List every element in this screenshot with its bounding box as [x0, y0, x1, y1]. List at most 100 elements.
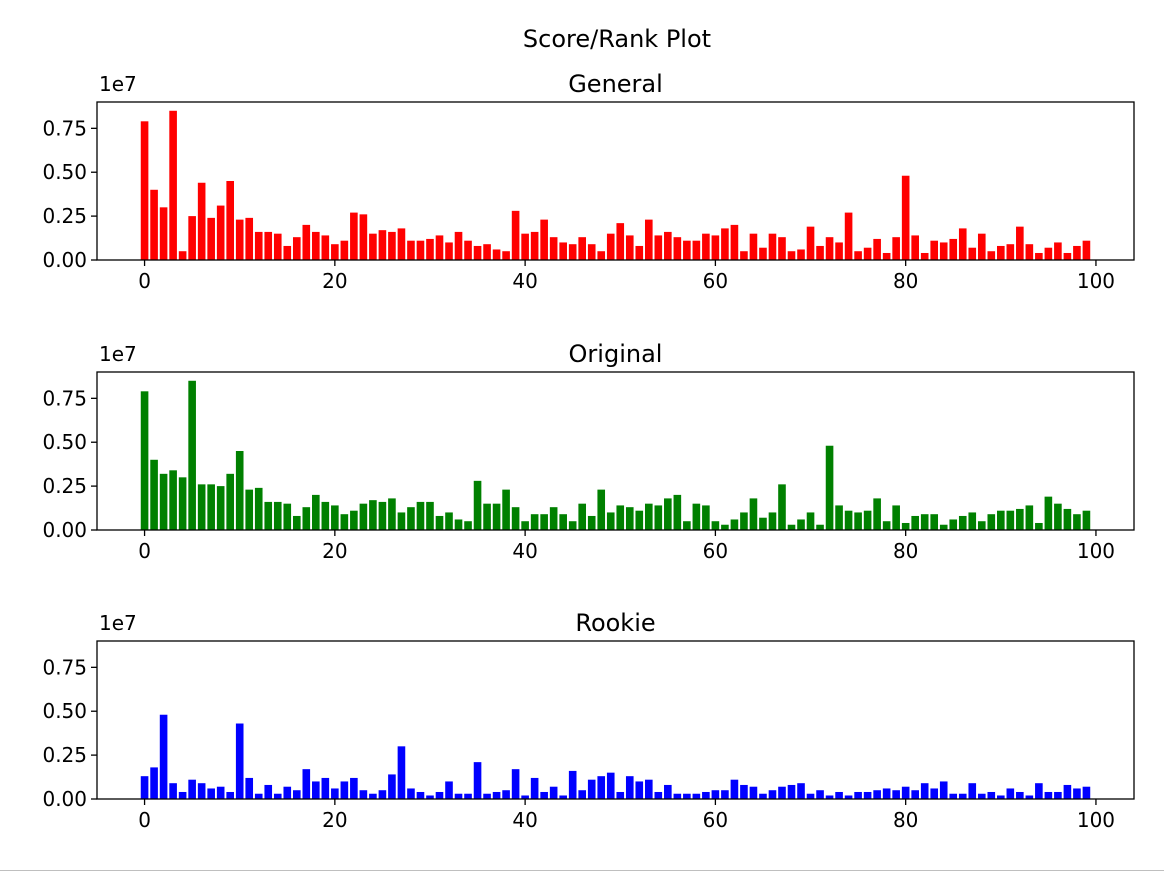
bar	[226, 181, 234, 260]
bar	[302, 769, 311, 799]
bar	[245, 217, 254, 260]
bar	[321, 501, 330, 530]
bar	[511, 210, 520, 260]
figure-suptitle: Score/Rank Plot	[523, 25, 711, 53]
bar	[159, 207, 168, 260]
bar	[483, 244, 491, 260]
bar	[778, 786, 786, 799]
bar	[930, 240, 939, 260]
bar	[578, 503, 587, 530]
bar	[825, 795, 834, 799]
bar	[350, 777, 358, 799]
bar	[692, 503, 701, 530]
bar	[312, 231, 320, 260]
bar	[1006, 788, 1015, 799]
bar	[521, 233, 529, 260]
y-tick-label: 0.25	[42, 474, 87, 498]
bar	[873, 498, 881, 530]
bar	[806, 793, 815, 799]
bar	[787, 524, 796, 530]
bar	[464, 793, 472, 799]
bar	[854, 512, 862, 530]
bar	[692, 240, 701, 260]
bar	[635, 245, 644, 260]
bar	[388, 231, 396, 260]
bar	[901, 786, 910, 799]
bar	[178, 477, 187, 530]
bar	[616, 505, 625, 530]
bar	[302, 224, 311, 260]
bar	[159, 473, 168, 530]
bar	[816, 524, 824, 530]
bar	[1025, 244, 1034, 260]
bar	[616, 223, 625, 260]
bar	[635, 510, 644, 530]
bar	[958, 515, 967, 530]
bar	[711, 521, 720, 530]
bar	[606, 772, 615, 799]
x-tick-label: 40	[512, 808, 537, 832]
bar	[140, 121, 149, 260]
axes-frame	[96, 640, 1135, 800]
bar	[473, 245, 482, 260]
bar	[568, 521, 577, 530]
bar	[901, 522, 910, 530]
bar	[635, 781, 644, 799]
bar	[140, 391, 149, 530]
bar	[454, 231, 463, 260]
bar	[644, 219, 653, 260]
y-tick-label: 0.00	[42, 787, 87, 811]
bar	[816, 790, 824, 799]
bar	[245, 777, 254, 799]
bar	[806, 512, 815, 530]
x-tick-label: 40	[512, 539, 537, 563]
bar	[388, 774, 396, 799]
bar	[730, 224, 739, 260]
bar	[578, 237, 587, 260]
y-offset-label: 1e7	[99, 342, 137, 366]
x-tick-label: 20	[322, 808, 347, 832]
bar	[644, 503, 653, 530]
bar	[968, 783, 977, 799]
bar	[664, 231, 672, 260]
bar	[806, 226, 815, 260]
bar	[483, 793, 491, 799]
bar	[150, 189, 158, 260]
frame-divider	[0, 870, 1164, 871]
bar	[1063, 508, 1072, 530]
bar	[987, 251, 996, 260]
x-tick-label: 20	[322, 269, 347, 293]
bar	[559, 242, 567, 260]
bar	[549, 786, 558, 799]
bar	[1073, 514, 1081, 530]
bar	[264, 501, 273, 530]
bar	[150, 767, 158, 799]
bar	[578, 790, 587, 799]
bar	[721, 228, 729, 260]
bar	[654, 235, 663, 260]
bar	[340, 514, 349, 530]
bar	[197, 182, 206, 260]
bar	[835, 791, 843, 799]
bar	[768, 233, 777, 260]
subplot-title: General	[568, 70, 663, 98]
bar	[312, 494, 320, 530]
bar	[530, 777, 539, 799]
bar	[958, 228, 967, 260]
bar	[492, 503, 501, 530]
bar	[321, 777, 330, 799]
bar	[188, 779, 196, 799]
bar	[1073, 245, 1081, 260]
bar	[968, 247, 977, 260]
bar	[882, 521, 891, 530]
x-tick-label: 100	[1077, 808, 1115, 832]
bar	[540, 514, 548, 530]
bar	[1006, 510, 1015, 530]
bar	[1082, 786, 1091, 799]
bar	[616, 791, 625, 799]
bar	[977, 233, 986, 260]
bar	[597, 776, 606, 799]
y-tick-label: 0.25	[42, 204, 87, 228]
x-tick-label: 60	[703, 808, 728, 832]
